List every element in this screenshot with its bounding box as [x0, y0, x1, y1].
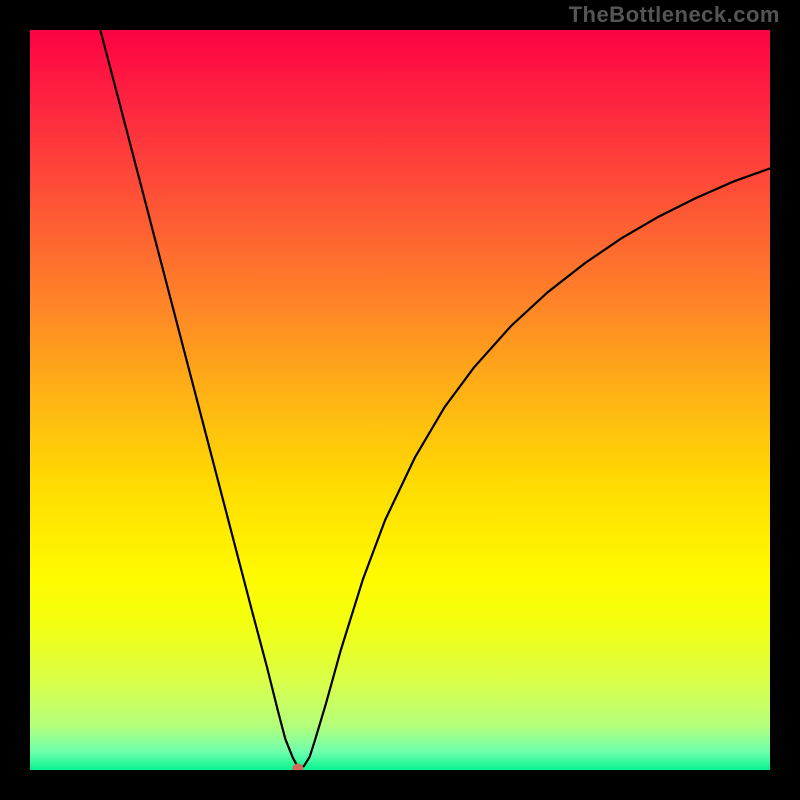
- plot-background: [30, 30, 770, 770]
- bottleneck-chart: [0, 0, 800, 800]
- watermark-text: TheBottleneck.com: [569, 2, 780, 28]
- chart-frame: TheBottleneck.com: [0, 0, 800, 800]
